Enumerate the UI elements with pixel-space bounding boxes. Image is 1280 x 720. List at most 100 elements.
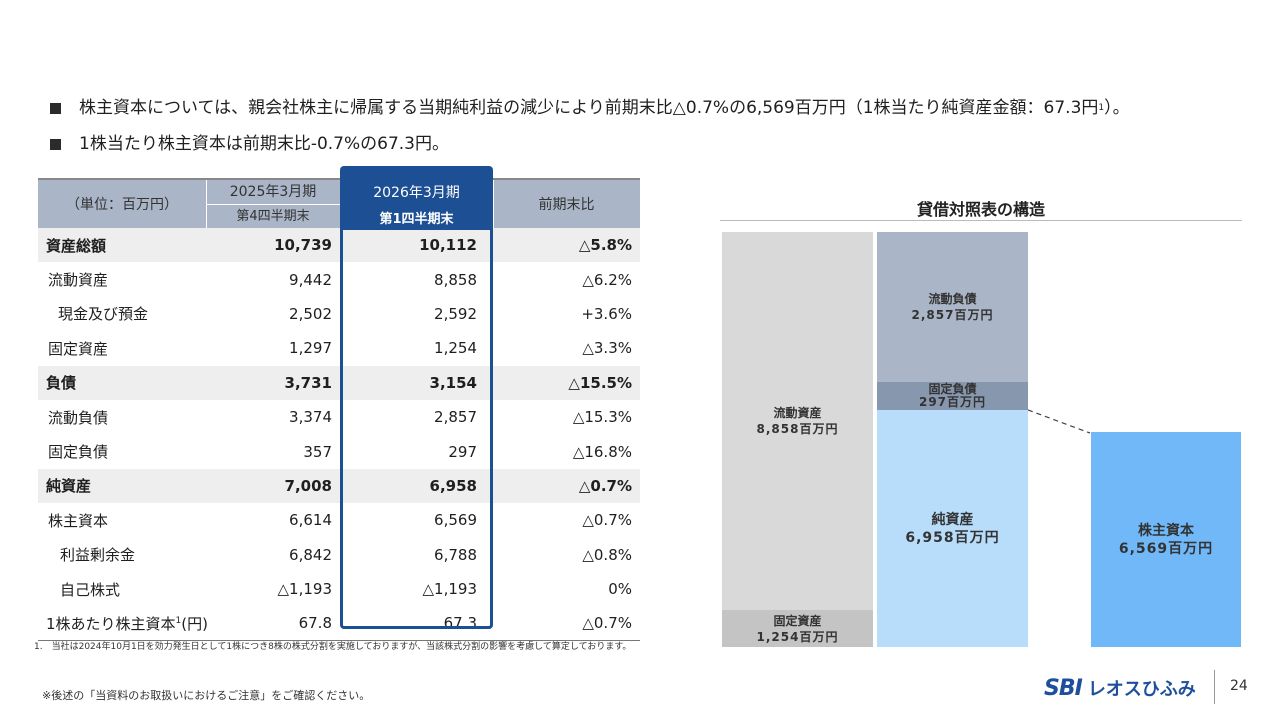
block-label: 純資産 [931,511,974,528]
block-label: 株主資本 [1138,522,1194,539]
row-label: 流動負債 [48,408,109,427]
current-value: 297 [340,434,493,469]
bullet-text: 1株当たり株主資本は前期末比-0.7%の67.3円。 [79,134,449,154]
table-row: 固定負債 357 297 △16.8% [38,434,640,469]
equity-connector-line [1028,409,1091,434]
yoy-value: +3.6% [581,304,632,323]
logo-name: レオスひふみ [1087,679,1196,700]
table-row: 純資産 7,008 6,958 △0.7% [38,468,640,504]
block-value: 1,254百万円 [756,629,839,644]
bullet-square-icon [50,102,61,114]
yoy-value: △0.7% [582,511,632,530]
yoy-value: △16.8% [572,442,632,461]
current-value: 6,788 [340,537,493,572]
row-label: 固定資産 [48,339,109,358]
row-label: 現金及び預金 [58,305,149,324]
chart-title: 貸借対照表の構造 [916,200,1045,219]
company-logo: SBI レオスひふみ [1044,672,1196,704]
prev-value: 2,502 [289,304,332,323]
block-label: 流動負債 [928,292,977,306]
block-value: 8,858百万円 [756,422,839,436]
current-value: 3,154 [340,365,493,400]
current-period-quarter: 第1四半期末 [379,212,454,227]
yoy-value: △0.8% [582,545,632,564]
block-value: 2,857百万円 [911,308,994,322]
bullet-text: 株主資本については、親会社株主に帰属する当期純利益の減少により前期末比△0.7%… [79,98,1099,118]
current-period-header: 2026年3月期 第1四半期末 [340,166,493,230]
bullet-square-icon [50,138,61,150]
prev-value: 6,614 [289,511,332,530]
chart-title-rule [720,220,1242,221]
prev-value: 3,374 [289,408,332,427]
row-label: 流動資産 [48,271,109,290]
row-label-unit: (円) [181,614,208,633]
footnote-ref: 1 [175,615,182,626]
block-value: 6,958百万円 [905,529,1000,546]
prev-value: 10,739 [206,228,340,263]
unit-label: （単位：百万円） [66,197,178,213]
yoy-value: △5.8% [493,228,640,263]
yoy-value: △0.7% [493,468,640,504]
prev-period-header: 2025年3月期 第4四半期末 [206,180,340,228]
block-shareholders-equity: 株主資本 6,569百万円 [1091,432,1241,647]
block-value: 297百万円 [918,395,987,409]
prev-value: 9,442 [289,270,332,289]
row-label: 自己株式 [60,580,121,599]
logo-divider [1214,670,1215,704]
block-label: 固定負債 [928,382,977,396]
prev-value: 67.8 [206,606,340,642]
current-value: △1,193 [340,571,493,607]
table-row: 流動負債 3,374 2,857 △15.3% [38,399,640,435]
yoy-value: △0.7% [493,606,640,642]
row-label: 固定負債 [48,443,109,462]
yoy-value: △15.3% [572,408,632,427]
footnote: 1. 当社は2024年10月1日を効力発生日として1株につき8株の株式分割を実施… [34,642,632,652]
logo-mark: SBI [1044,675,1083,701]
prev-value: 357 [303,442,332,461]
block-current-assets: 流動資産 8,858百万円 [722,232,873,610]
row-label: 株主資本 [48,511,109,530]
row-label: 利益剰余金 [60,546,136,565]
table-row: 固定資産 1,297 1,254 △3.3% [38,331,640,366]
block-current-liabilities: 流動負債 2,857百万円 [877,232,1028,382]
table-row: 現金及び預金 2,502 2,592 +3.6% [38,296,640,332]
block-label: 流動資産 [773,406,822,420]
current-value: 6,569 [340,503,493,538]
table-header: （単位：百万円） 2025年3月期 第4四半期末 前期末比 [38,178,640,228]
current-value: 2,857 [340,399,493,435]
table-row: 流動資産 9,442 8,858 △6.2% [38,262,640,297]
prev-period-quarter: 第4四半期末 [206,204,340,228]
bullet-per-share-equity: 1株当たり株主資本は前期末比-0.7%の67.3円。 [50,133,449,155]
block-label: 固定資産 [773,613,822,628]
row-label: 1株あたり株主資本1(円) [38,606,208,642]
prev-value: 1,297 [289,339,332,358]
block-fixed-assets: 固定資産 1,254百万円 [722,610,873,647]
yoy-value: △15.5% [493,365,640,400]
table-row: 負債 3,731 3,154 △15.5% [38,365,640,400]
balance-sheet-table: 資産総額 10,739 10,112 △5.8% 流動資産 9,442 8,858 △6.2%… [38,228,640,642]
yoy-value: △6.2% [582,270,632,289]
prev-value: △1,193 [277,580,332,599]
current-value: 8,858 [340,262,493,297]
prev-period-year: 2025年3月期 [229,184,317,200]
yoy-value: 0% [608,580,632,599]
current-value: 1,254 [340,331,493,366]
row-label: 純資産 [38,468,206,504]
prev-value: 6,842 [289,545,332,564]
bullet-shareholders-equity: 株主資本については、親会社株主に帰属する当期純利益の減少により前期末比△0.7%… [50,97,1130,119]
row-label: 負債 [38,365,206,400]
bullet-text-end: ）。 [1104,98,1130,118]
disclaimer: ※後述の「当資料のお取扱いにおけるご注意」をご確認ください。 [42,689,371,702]
block-fixed-liabilities: 固定負債 297百万円 [877,382,1028,410]
table-row: 利益剰余金 6,842 6,788 △0.8% [38,537,640,572]
prev-value: 3,731 [206,365,340,400]
table-row: 資産総額 10,739 10,112 △5.8% [38,228,640,263]
block-value: 6,569百万円 [1118,540,1214,557]
yoy-header: 前期末比 [538,197,595,213]
current-value: 10,112 [340,228,493,263]
table-row: 自己株式 △1,193 △1,193 0% [38,571,640,607]
prev-value: 7,008 [206,468,340,504]
block-net-assets: 純資産 6,958百万円 [877,410,1028,647]
yoy-value: △3.3% [582,339,632,358]
page-number: 24 [1230,678,1248,694]
